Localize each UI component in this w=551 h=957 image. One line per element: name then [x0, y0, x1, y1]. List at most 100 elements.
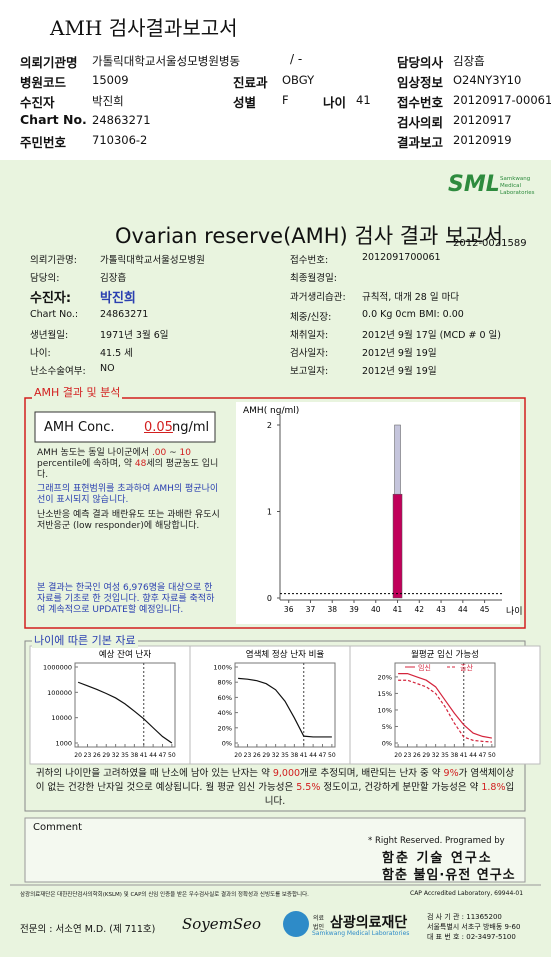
x-tick-label: 38	[327, 605, 337, 614]
field-value: 20120917	[453, 113, 512, 127]
y-tick-label: 5%	[382, 723, 392, 731]
info-label: 난소수술여부:	[30, 366, 86, 377]
x-tick-label: 40	[371, 605, 381, 614]
info-label: Chart No.:	[30, 309, 79, 320]
logo-mark	[283, 911, 309, 937]
field-value: 24863271	[92, 113, 151, 127]
x-tick-label: 29	[262, 752, 270, 759]
text-run: 정도이고, 건강하게 분만할 가능성은 약	[320, 782, 482, 793]
range-bar	[392, 493, 403, 599]
y-tick-label: 80%	[218, 679, 232, 687]
x-tick-label: 44	[469, 752, 477, 759]
x-tick-label: 39	[349, 605, 359, 614]
x-tick-label: 41	[393, 605, 403, 614]
x-tick-label: 35	[281, 752, 289, 759]
x-tick-label: 32	[112, 752, 120, 759]
cap: CAP Accredited Laboratory, 69944-01	[410, 890, 524, 897]
x-tick-label: 23	[244, 752, 252, 759]
text-run: 48	[134, 459, 147, 469]
contact: 대 표 번 호 : 02-3497-5100	[427, 933, 516, 941]
field-label: 의뢰기관명	[20, 55, 78, 70]
y-tick-label: 10000	[51, 714, 72, 722]
field-label: 진료과	[233, 75, 268, 90]
curve	[398, 679, 492, 743]
info-label: 최종월경일:	[290, 273, 337, 284]
text-run: 귀하의 나이만을 고려하였을 때 난소에 남아 있는 난자는 약	[35, 768, 273, 779]
info-value: 2012년 9월 19일	[362, 366, 437, 377]
field-label: 임상정보	[397, 75, 444, 90]
text-run: .00	[151, 448, 167, 458]
text-run: AMH 농도는 동일 나이군에서	[37, 448, 152, 458]
conc-unit: ng/ml	[172, 420, 210, 435]
x-tick-label: 50	[168, 752, 176, 759]
info-label: 검사일자:	[290, 348, 329, 359]
x-tick-label: 47	[319, 752, 327, 759]
y-tick-label: 100%	[213, 664, 232, 672]
x-tick-label: 41	[140, 752, 148, 759]
conc-value: 0.05	[144, 420, 173, 435]
info-label: 체중/신장:	[290, 312, 332, 323]
field-label: 접수번호	[397, 95, 444, 110]
x-tick-label: 38	[291, 752, 299, 759]
field-label: 성별	[233, 95, 257, 110]
y-tick-label: 0%	[222, 740, 232, 748]
x-tick-label: 47	[159, 752, 167, 759]
lab-name: 함춘 불임·유전 연구소	[382, 868, 516, 883]
range-bar	[394, 424, 401, 495]
conc-box	[34, 411, 216, 443]
y-tick-label: 1000	[55, 740, 72, 748]
paragraph: 그래프의 표현범위를 초과하여 AMH의 평균나이선이 표시되지 않습니다.	[37, 484, 222, 506]
text-run: ~	[166, 448, 180, 458]
field-value: OBGY	[282, 73, 315, 87]
x-tick-label: 44	[458, 605, 468, 614]
curve	[238, 677, 332, 738]
info-value: 2012년 9월 17일 (MCD # 0 일)	[362, 330, 501, 341]
x-tick-label: 35	[441, 752, 449, 759]
x-tick-label: 26	[253, 752, 261, 759]
info-label: 과거생리습관:	[290, 292, 346, 303]
x-tick-label: 23	[84, 752, 92, 759]
credit: * Right Reserved. Programed by	[368, 836, 505, 846]
x-tick-label: 38	[451, 752, 459, 759]
notice: 삼광의료재단은 대한진단검사의학회(KSLM) 및 CAP의 신임 인증을 받은…	[20, 892, 309, 898]
info-value: 2012091700061	[362, 252, 441, 263]
info-label: 생년월일:	[30, 330, 69, 341]
text-run: 난소반응 예측 결과 배란유도 또는 과배란 유도시 저반응군 (low res…	[37, 510, 220, 531]
paragraph: 본 결과는 한국인 여성 6,976명을 대상으로 한 자료를 기초로 한 것입…	[37, 583, 222, 616]
y-tick-label: 20%	[218, 724, 232, 732]
y-tick-label: 0	[267, 594, 272, 603]
report-no: 2012-0021589	[453, 238, 527, 249]
info-value: 박진희	[100, 291, 136, 306]
field-value: 20120919	[453, 133, 512, 147]
logo: SML	[448, 172, 500, 197]
x-tick-label: 26	[93, 752, 101, 759]
header-title: AMH 검사결과보고서	[50, 16, 238, 40]
y-tick-label: 100000	[47, 689, 72, 697]
field-label: 담당의사	[397, 55, 444, 70]
field-value: F	[282, 93, 289, 107]
field-label: 주민번호	[20, 135, 67, 150]
info-value: 규칙적, 대개 28 일 마다	[362, 292, 460, 303]
info-label: 채취일자:	[290, 330, 329, 341]
text-run: 1.8%	[481, 782, 506, 793]
legend-label: 출산	[460, 663, 473, 672]
x-tick-label: 41	[300, 752, 308, 759]
text-run: 개로 추정되며, 배란되는 난자 중 약	[300, 768, 444, 779]
x-tick-label: 26	[413, 752, 421, 759]
info-label: 나이:	[30, 348, 51, 359]
info-label: 담당의:	[30, 273, 60, 284]
text-run: 10	[179, 448, 191, 458]
info-value: 2012년 9월 19일	[362, 348, 437, 359]
curve	[77, 681, 173, 744]
info-value: 가톨릭대학교서울성모병원	[100, 255, 205, 266]
text-run: 본 결과는 한국인 여성 6,976명을 대상으로 한 자료를 기초로 한 것입…	[37, 583, 215, 615]
chart-title: 예상 잔여 난자	[99, 649, 152, 660]
x-tick-label: 29	[422, 752, 430, 759]
report-title: Ovarian reserve(AMH) 검사 결과 보고서	[115, 224, 504, 248]
ward: / -	[290, 52, 303, 66]
y-tick-label: 2	[267, 421, 272, 430]
field-value: 가톨릭대학교서울성모병원병동	[92, 54, 241, 68]
conc-label: AMH Conc.	[44, 420, 115, 435]
